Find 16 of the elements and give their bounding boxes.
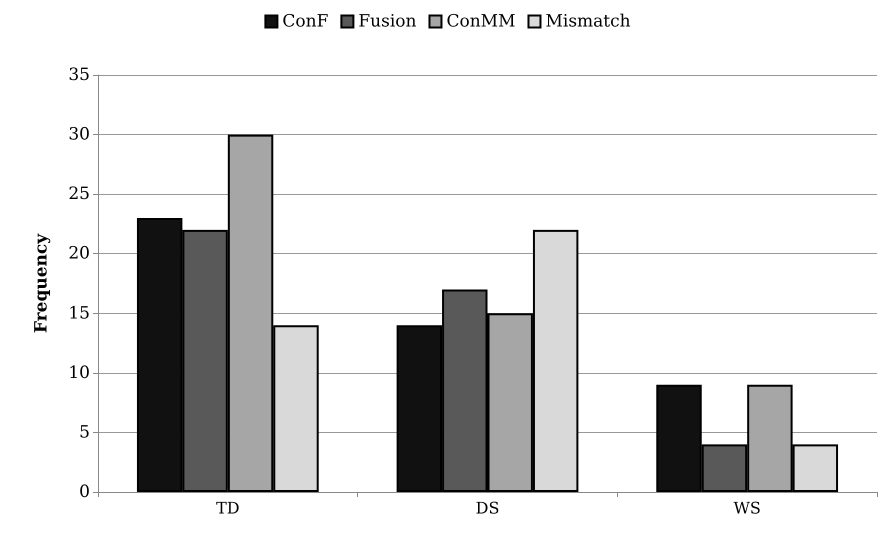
y-tick-label: 30: [68, 124, 90, 145]
x-tick-label: DS: [476, 498, 500, 518]
legend-label: Mismatch: [545, 12, 631, 32]
y-tick-label: 35: [68, 65, 90, 85]
legend-label: Fusion: [358, 12, 417, 32]
x-tick-label: TD: [216, 498, 240, 518]
y-tick-label: 15: [68, 303, 90, 324]
legend-label: ConMM: [446, 12, 516, 32]
y-tick-label: 25: [68, 184, 90, 204]
x-tick-label: WS: [733, 498, 761, 518]
y-tick-label: 5: [79, 422, 90, 442]
y-tick-label: 0: [79, 482, 90, 502]
y-tick-label: 20: [68, 244, 90, 264]
legend-label: ConF: [282, 12, 329, 32]
y-axis-title: Frequency: [32, 232, 52, 334]
y-tick-label: 10: [68, 362, 90, 383]
